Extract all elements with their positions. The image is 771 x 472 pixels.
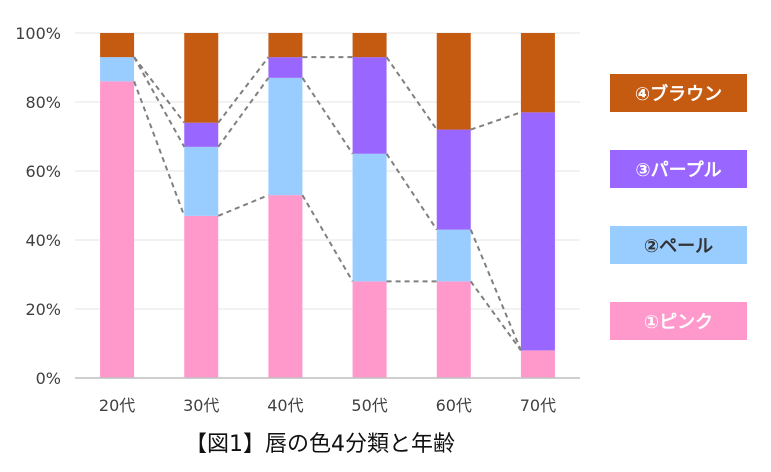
connector-lines <box>133 56 522 351</box>
bar-segment <box>100 33 135 58</box>
y-tick-label: 60% <box>25 162 61 181</box>
x-tick-label: 70代 <box>520 396 556 415</box>
bar-segment <box>268 57 303 78</box>
legend-label-brown: ④ブラウン <box>634 84 723 105</box>
connector-line <box>385 56 438 131</box>
bar-segment <box>184 146 219 216</box>
bar-segment <box>520 33 555 113</box>
y-tick-label: 100% <box>15 24 61 43</box>
bar-segment <box>100 57 135 82</box>
legend-item-pale: ②ペール <box>610 226 747 264</box>
bar-segment <box>436 129 471 230</box>
bar-segment <box>268 33 303 58</box>
bar-segment <box>268 195 303 378</box>
bar-segment <box>352 33 387 58</box>
bar-segment <box>268 77 303 196</box>
legend-label-pink: ①ピンク <box>643 312 714 333</box>
bar-segment <box>184 122 219 147</box>
bar-segment <box>352 281 387 378</box>
connector-line <box>301 77 354 155</box>
y-tick-label: 20% <box>25 300 61 319</box>
connector-line <box>133 56 186 148</box>
bar-segment <box>352 153 387 282</box>
connector-line <box>133 80 186 217</box>
connector-line <box>385 153 438 231</box>
legend-item-purple: ③パープル <box>610 150 747 188</box>
legend-label-pale: ②ペール <box>643 236 714 257</box>
bar-segment <box>184 33 219 123</box>
legend-label-purple: ③パープル <box>635 160 722 181</box>
bar-segment <box>436 281 471 378</box>
axes: 0% 20% 40% 60% 80% 100% 20代 30代 40代 50代 60代 70代 <box>15 24 580 415</box>
x-tick-label: 30代 <box>183 396 219 415</box>
bars <box>100 33 555 379</box>
connector-line <box>470 111 522 131</box>
bar-segment <box>520 350 555 378</box>
bar-segment <box>436 229 471 282</box>
x-tick-label: 50代 <box>351 396 387 415</box>
connector-line <box>217 194 269 217</box>
x-tick-label: 60代 <box>436 396 472 415</box>
legend-item-pink: ①ピンク <box>610 302 747 340</box>
y-tick-label: 0% <box>36 369 61 388</box>
connector-line <box>301 194 354 282</box>
connector-line <box>133 56 186 124</box>
bar-segment <box>352 57 387 154</box>
y-tick-label: 40% <box>25 231 61 250</box>
connector-line <box>469 229 522 351</box>
bar-segment <box>520 112 555 351</box>
bar-segment <box>100 81 135 379</box>
bar-segment <box>184 215 219 378</box>
x-tick-label: 20代 <box>99 396 135 415</box>
chart-title: 【図1】唇の色4分類と年齢 <box>185 432 455 457</box>
legend-item-brown: ④ブラウン <box>610 74 747 112</box>
y-tick-label: 80% <box>25 93 61 112</box>
x-tick-label: 40代 <box>267 396 303 415</box>
bar-segment <box>436 33 471 130</box>
gridlines <box>75 32 580 310</box>
connector-line <box>217 56 270 124</box>
